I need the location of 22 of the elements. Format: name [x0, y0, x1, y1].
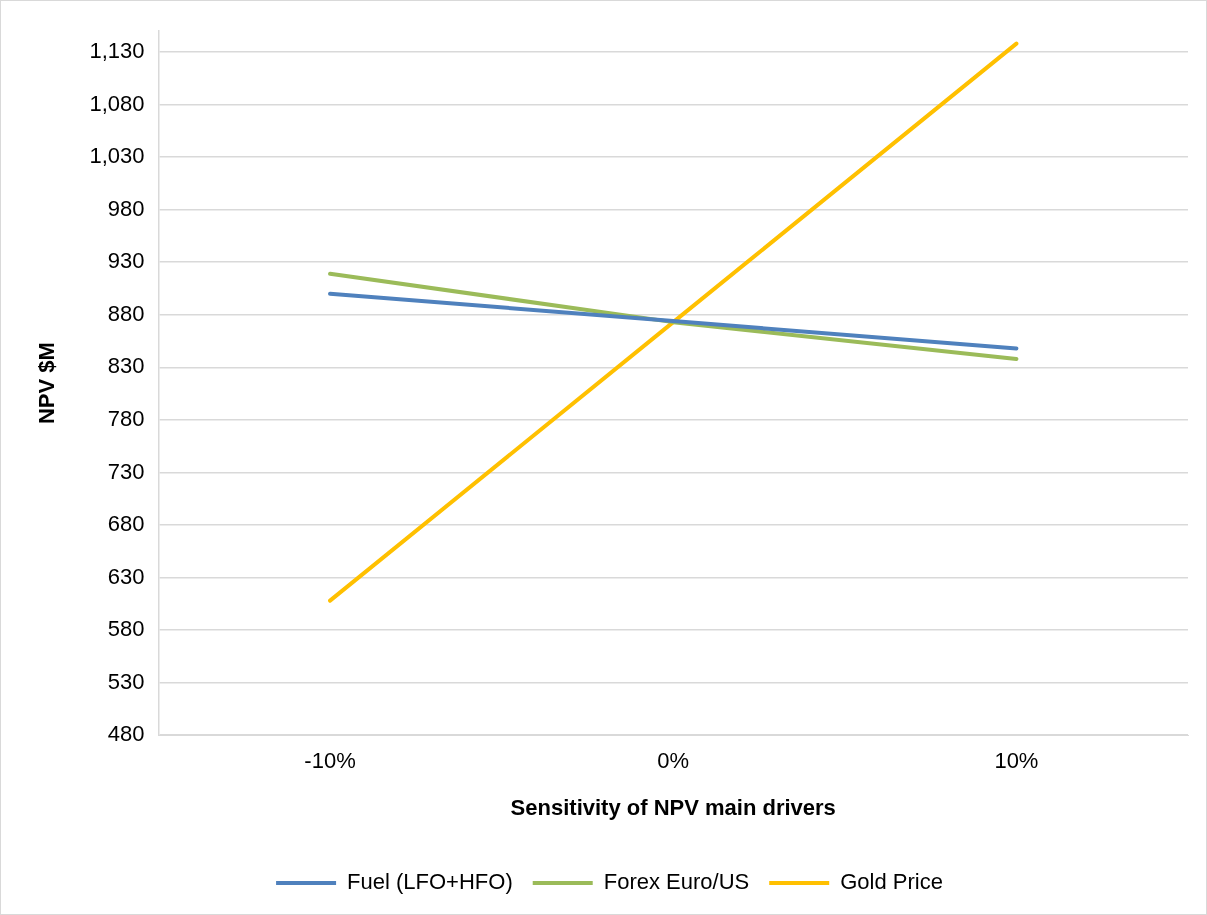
- y-tick-label: 580: [107, 616, 145, 642]
- y-tick-label: 1,130: [89, 38, 145, 64]
- y-tick-label: 480: [107, 721, 145, 747]
- y-tick-label: 1,080: [89, 90, 145, 116]
- x-tick-label: -10%: [304, 748, 356, 774]
- y-tick-label: 880: [107, 300, 145, 326]
- x-tick-label: 0%: [657, 748, 690, 774]
- y-tick-label: 680: [107, 511, 145, 537]
- y-tick-label: 630: [107, 563, 145, 589]
- y-tick-label: 980: [107, 195, 145, 221]
- y-axis-title: NPV $M: [34, 342, 60, 425]
- legend-label: Gold Price: [840, 869, 943, 895]
- y-tick-label: 830: [107, 353, 145, 379]
- y-tick-label: 730: [107, 458, 145, 484]
- legend-label: Forex Euro/US: [603, 869, 750, 895]
- y-tick-label: 780: [107, 405, 145, 431]
- x-axis-title: Sensitivity of NPV main drivers: [510, 794, 836, 820]
- y-tick-label: 1,030: [89, 143, 145, 169]
- y-tick-label: 930: [107, 248, 145, 274]
- x-tick-label: 10%: [994, 748, 1039, 774]
- legend-label: Fuel (LFO+HFO): [347, 869, 513, 895]
- y-tick-label: 530: [107, 668, 145, 694]
